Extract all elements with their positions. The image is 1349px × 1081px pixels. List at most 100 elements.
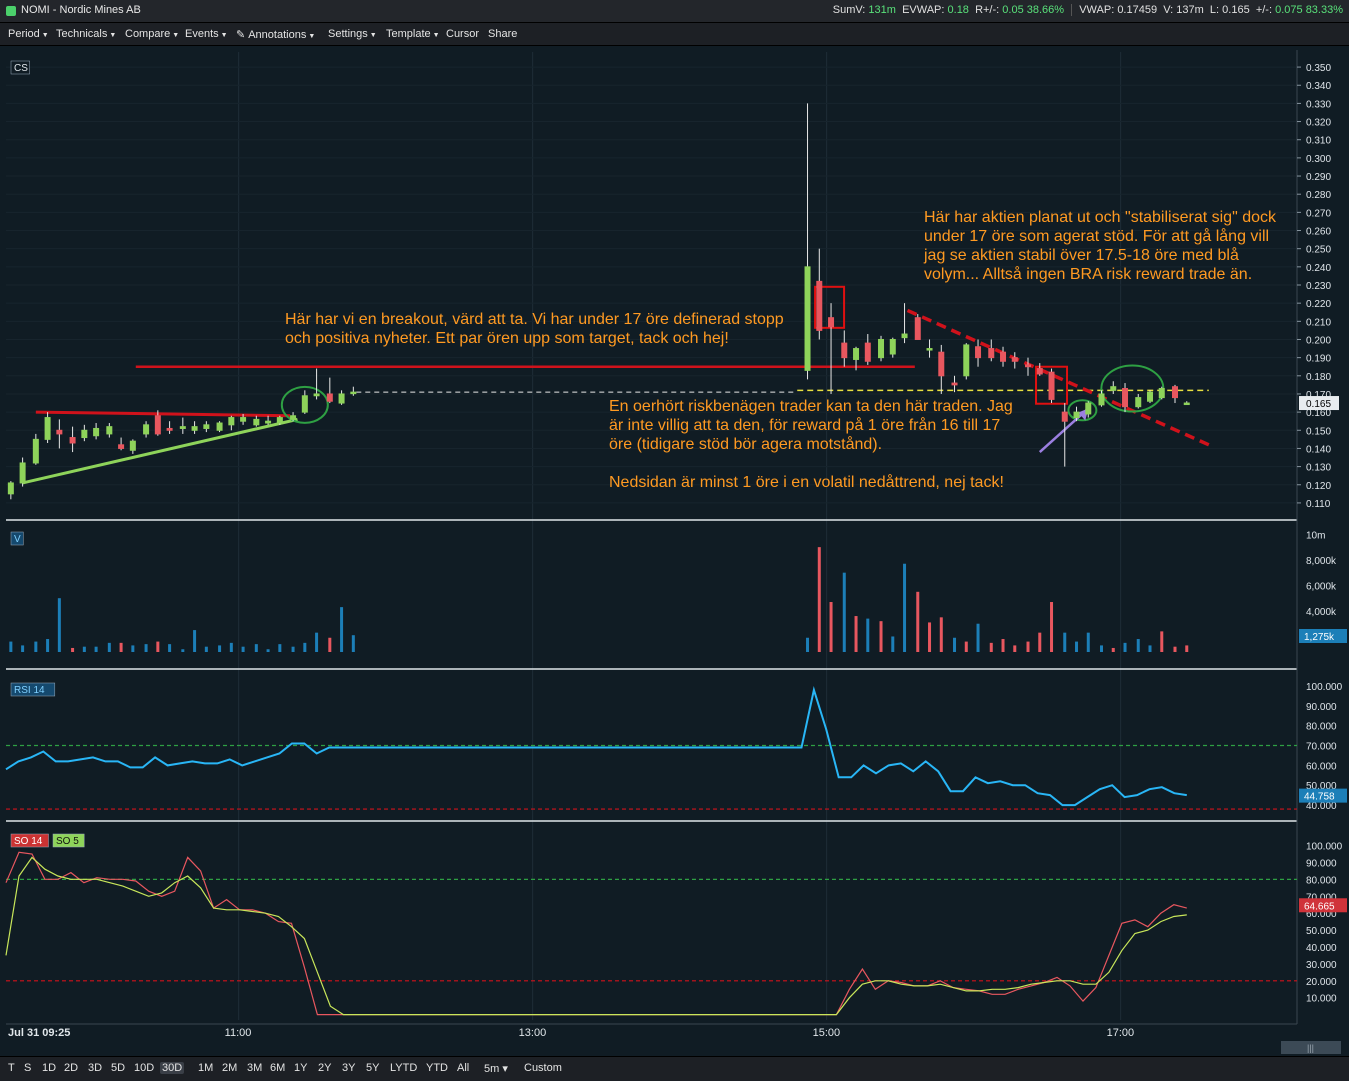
candle-down: [118, 444, 125, 449]
candle-down: [1122, 388, 1129, 408]
price-axis-label: 0.170: [1306, 390, 1331, 401]
rsi-last-tag: [1299, 788, 1347, 803]
volume-bar: [94, 646, 98, 652]
menu-period[interactable]: Period ▼: [8, 28, 49, 40]
price-axis-label: 0.290: [1306, 172, 1331, 183]
change-pct: 83.33%: [1305, 4, 1343, 16]
chevron-down-icon: ▼: [432, 32, 440, 39]
candle-up: [853, 348, 860, 360]
menu-cursor[interactable]: Cursor: [446, 28, 479, 40]
candle-down: [914, 317, 921, 340]
custom-period-button[interactable]: Custom: [524, 1062, 562, 1074]
price-axis-label: 0.240: [1306, 263, 1331, 274]
candle-down: [816, 280, 823, 331]
volume-bar: [903, 563, 907, 652]
annotation-text: En oerhört riskbenägen trader kan ta den…: [609, 398, 1013, 415]
period-button-1m[interactable]: 1M: [198, 1062, 214, 1074]
menu-compare[interactable]: Compare ▼: [125, 28, 179, 40]
period-button-s[interactable]: S: [24, 1062, 32, 1074]
volume-bar: [82, 646, 86, 652]
period-button-30d[interactable]: 30D: [160, 1062, 185, 1074]
price-axis-label: 0.330: [1306, 99, 1331, 110]
period-button-3y[interactable]: 3Y: [342, 1062, 356, 1074]
price-axis-label: 0.250: [1306, 245, 1331, 256]
volume-bar: [57, 598, 61, 652]
candle-down: [951, 382, 958, 386]
rplus-value: 0.05: [1002, 4, 1024, 16]
period-button-ytd[interactable]: YTD: [426, 1062, 448, 1074]
price-axis-label: 0.230: [1306, 281, 1331, 292]
menu-annotations[interactable]: ✎ Annotations ▼: [236, 28, 315, 41]
period-button-5y[interactable]: 5Y: [366, 1062, 380, 1074]
volume-bar: [107, 642, 111, 652]
period-button-3m[interactable]: 3M: [247, 1062, 263, 1074]
period-button-1d[interactable]: 1D: [42, 1062, 57, 1074]
period-button-all[interactable]: All: [457, 1062, 470, 1074]
rsi-last-value: 44.758: [1304, 792, 1335, 803]
candle-down: [154, 415, 161, 435]
annotation-text: jag se aktien stabil över 17.5-18 öre me…: [923, 246, 1239, 264]
so-axis-label: 90.000: [1306, 858, 1337, 869]
candle-up: [901, 333, 908, 339]
period-button-2m[interactable]: 2M: [222, 1062, 238, 1074]
sumv-label: SumV:: [832, 4, 866, 16]
menu-share[interactable]: Share: [488, 28, 517, 40]
period-button-2y[interactable]: 2Y: [318, 1062, 332, 1074]
vwap-label: VWAP:: [1079, 4, 1115, 16]
evwap-value: 0.18: [947, 4, 969, 16]
price-axis-label: 0.140: [1306, 444, 1331, 455]
volume-bar: [1086, 632, 1090, 652]
menu-share-label: Share: [488, 28, 518, 40]
period-button-2d[interactable]: 2D: [64, 1062, 79, 1074]
candle-down: [1061, 411, 1068, 422]
so-line: [5, 856, 1187, 1016]
period-button-3d[interactable]: 3D: [88, 1062, 103, 1074]
period-button-lytd[interactable]: LYTD: [390, 1062, 418, 1074]
volume-bar: [1075, 641, 1079, 652]
candlestick-panel-label: CS: [14, 63, 28, 74]
period-button-5d[interactable]: 5D: [111, 1062, 126, 1074]
candle-up: [228, 417, 235, 426]
scrollbar-handle[interactable]: [1281, 1041, 1341, 1054]
candle-up: [265, 420, 272, 424]
volume-bar: [817, 547, 821, 652]
candle-down: [828, 317, 835, 328]
menu-technicals[interactable]: Technicals ▼: [56, 28, 116, 40]
menu-events[interactable]: Events ▼: [185, 28, 228, 40]
volume-bar: [964, 641, 968, 652]
chart-area[interactable]: Jul 31 09:25 11:00 13:00 15:00 17:00 0.350 0.3…: [0, 46, 1349, 1056]
price-axis-label: 0.340: [1306, 81, 1331, 92]
candle-up: [216, 422, 223, 431]
candle-up: [1183, 402, 1190, 406]
price-axis-label: 0.200: [1306, 335, 1331, 346]
chevron-down-icon: ▼: [172, 32, 180, 39]
volume-bar: [229, 642, 233, 652]
period-button-10d[interactable]: 10D: [134, 1062, 155, 1074]
interval-dropdown[interactable]: 5m ▾: [484, 1063, 508, 1075]
volume-bar: [181, 649, 185, 652]
chart-svg[interactable]: Jul 31 09:25 11:00 13:00 15:00 17:00 0.350 0.3…: [0, 46, 1349, 1056]
so-last-value: 64.665: [1304, 901, 1335, 912]
period-button-t[interactable]: T: [8, 1062, 15, 1074]
candle-down: [938, 351, 945, 377]
candle-up: [44, 417, 51, 440]
price-axis-label: 0.320: [1306, 118, 1331, 129]
rplus-label: R+/-:: [975, 4, 1000, 16]
menu-events-label: Events: [185, 28, 219, 40]
volume-bar: [351, 635, 355, 652]
candle-down: [864, 342, 871, 362]
time-axis-label: 13:00: [519, 1027, 547, 1039]
menu-cursor-label: Cursor: [446, 28, 480, 40]
candle-up: [191, 426, 198, 431]
volume-bar: [204, 646, 208, 652]
menu-settings[interactable]: Settings ▼: [328, 28, 377, 40]
period-button-6m[interactable]: 6M: [270, 1062, 286, 1074]
volume-bar: [829, 602, 833, 652]
volume-bar: [1063, 632, 1067, 652]
menu-template[interactable]: Template ▼: [386, 28, 440, 40]
period-button-1y[interactable]: 1Y: [294, 1062, 308, 1074]
volume-last-tag: [1299, 629, 1347, 643]
rplus-pct: 38.66%: [1026, 4, 1065, 16]
volume-bar: [891, 636, 895, 652]
so5-panel-label: SO 5: [56, 836, 79, 847]
